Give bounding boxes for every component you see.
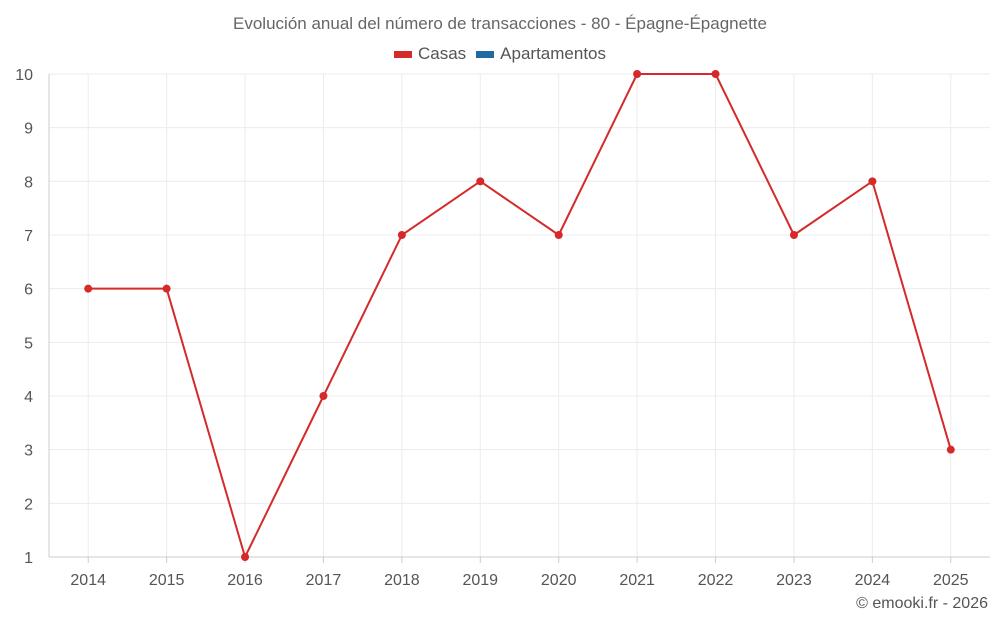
data-point-casas (789, 231, 798, 239)
data-point-casas (397, 231, 406, 239)
x-tick-label: 2019 (462, 572, 498, 589)
y-tick-label: 10 (15, 67, 33, 84)
y-tick-label: 3 (24, 443, 33, 460)
y-tick-label: 9 (24, 121, 33, 138)
y-tick-label: 4 (24, 389, 33, 406)
y-tick-label: 1 (24, 550, 33, 567)
x-tick-label: 2023 (776, 572, 812, 589)
x-tick-label: 2018 (384, 572, 420, 589)
data-point-casas (84, 284, 93, 293)
legend-item-casas[interactable]: Casas (393, 44, 467, 64)
x-tick-label: 2015 (149, 572, 185, 589)
credit-text: © emooki.fr - 2026 (856, 595, 988, 612)
x-tick-label: 2024 (855, 572, 891, 589)
legend-label-casas: Casas (417, 44, 467, 63)
data-point-casas (554, 231, 563, 239)
x-tick-label: 2021 (619, 572, 655, 589)
x-tick-label: 2020 (541, 572, 577, 589)
data-point-casas (711, 70, 720, 78)
legend-swatch-casas (393, 50, 412, 58)
x-tick-label: 2014 (70, 572, 106, 589)
chart-legend: Casas Apartamentos (0, 44, 1000, 64)
data-point-casas (868, 177, 877, 186)
legend-label-apartamentos: Apartamentos (500, 44, 607, 63)
chart-title: Evolución anual del número de transaccio… (233, 14, 767, 33)
data-point-casas (162, 284, 171, 293)
series-line-casas (88, 73, 952, 560)
x-tick-label: 2022 (698, 572, 734, 589)
y-tick-label: 8 (24, 174, 33, 191)
x-tick-label: 2016 (227, 572, 263, 589)
data-point-casas (946, 445, 955, 454)
y-tick-label: 2 (24, 496, 33, 513)
legend-item-apartamentos[interactable]: Apartamentos (476, 44, 606, 64)
y-tick-label: 7 (24, 228, 33, 245)
x-tick-label: 2025 (933, 572, 969, 589)
data-point-casas (633, 70, 642, 78)
y-tick-label: 5 (24, 335, 33, 352)
data-point-casas (476, 177, 485, 186)
data-point-casas (319, 392, 328, 400)
x-tick-label: 2017 (306, 572, 342, 589)
legend-swatch-apartamentos (476, 50, 495, 58)
y-tick-label: 6 (24, 282, 33, 299)
data-point-casas (241, 553, 250, 561)
